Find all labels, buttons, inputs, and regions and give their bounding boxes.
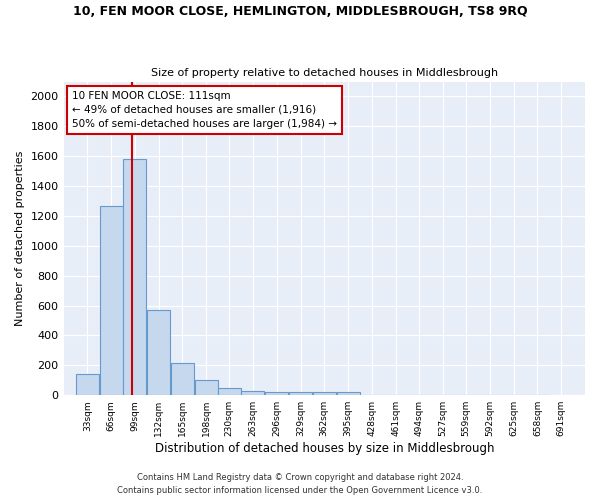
Bar bbox=[218, 388, 241, 395]
Bar bbox=[337, 392, 359, 395]
Bar bbox=[265, 392, 288, 395]
Title: Size of property relative to detached houses in Middlesbrough: Size of property relative to detached ho… bbox=[151, 68, 498, 78]
Text: 10, FEN MOOR CLOSE, HEMLINGTON, MIDDLESBROUGH, TS8 9RQ: 10, FEN MOOR CLOSE, HEMLINGTON, MIDDLESB… bbox=[73, 5, 527, 18]
Bar bbox=[124, 159, 146, 395]
Bar bbox=[100, 206, 122, 395]
Bar bbox=[147, 310, 170, 395]
Bar bbox=[241, 392, 265, 395]
Text: 10 FEN MOOR CLOSE: 111sqm
← 49% of detached houses are smaller (1,916)
50% of se: 10 FEN MOOR CLOSE: 111sqm ← 49% of detac… bbox=[72, 91, 337, 129]
X-axis label: Distribution of detached houses by size in Middlesbrough: Distribution of detached houses by size … bbox=[155, 442, 494, 455]
Bar bbox=[76, 374, 99, 395]
Y-axis label: Number of detached properties: Number of detached properties bbox=[15, 150, 25, 326]
Bar bbox=[194, 380, 218, 395]
Bar bbox=[171, 363, 194, 395]
Text: Contains HM Land Registry data © Crown copyright and database right 2024.
Contai: Contains HM Land Registry data © Crown c… bbox=[118, 474, 482, 495]
Bar bbox=[313, 392, 336, 395]
Bar bbox=[289, 392, 312, 395]
